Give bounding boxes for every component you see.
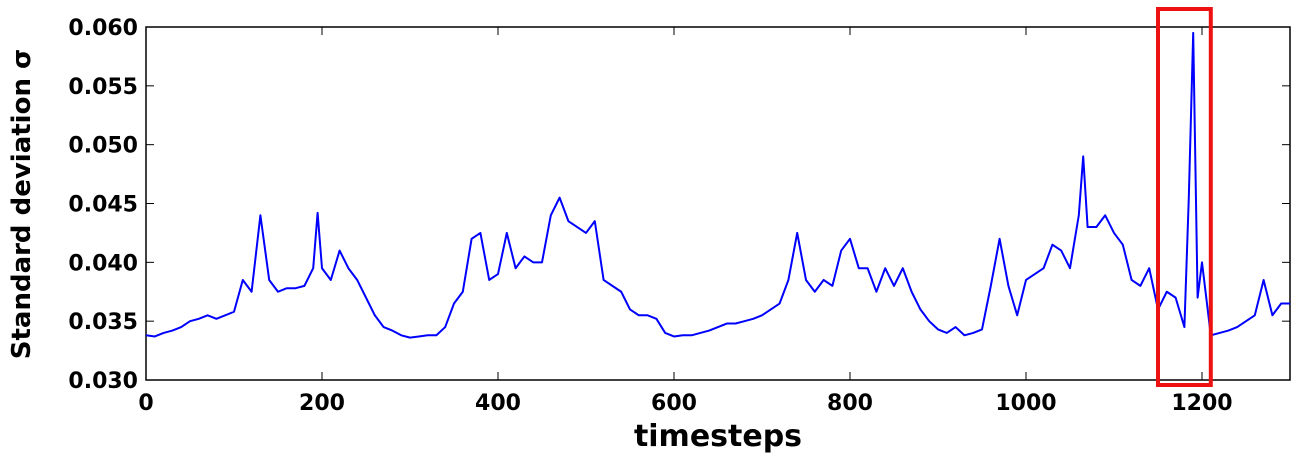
x-tick-label: 0 <box>138 391 153 416</box>
y-tick-label: 0.045 <box>68 193 138 218</box>
x-tick-label: 600 <box>651 391 697 416</box>
y-tick-label: 0.055 <box>68 75 138 100</box>
x-tick-label: 1000 <box>995 391 1056 416</box>
y-tick-label: 0.050 <box>68 134 138 159</box>
x-tick-label: 1200 <box>1171 391 1232 416</box>
x-tick-label: 400 <box>475 391 521 416</box>
x-axis-label: timesteps <box>634 419 802 454</box>
y-axis-label: Standard deviation σ <box>7 49 37 360</box>
x-tick-label: 200 <box>299 391 345 416</box>
x-tick-label: 800 <box>827 391 873 416</box>
y-tick-label: 0.035 <box>68 310 138 335</box>
y-tick-label: 0.060 <box>68 16 138 41</box>
y-tick-label: 0.040 <box>68 251 138 276</box>
y-tick-label: 0.030 <box>68 369 138 394</box>
data-line <box>145 31 1290 339</box>
highlight-box <box>1156 7 1213 387</box>
